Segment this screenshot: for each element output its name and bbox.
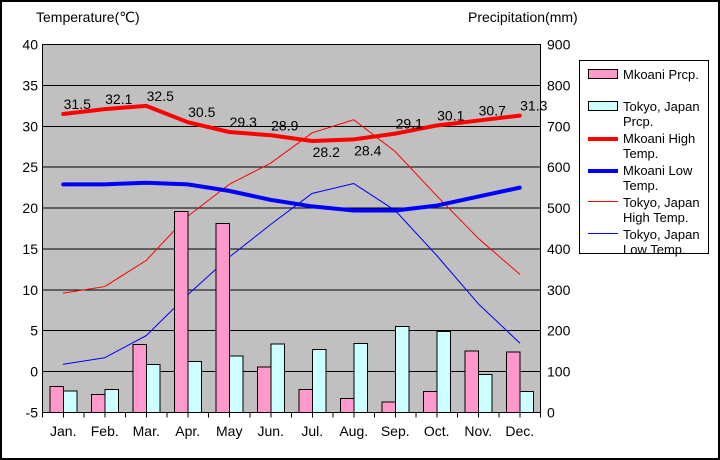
temp-tick-label: 10 xyxy=(22,282,38,298)
legend-swatch-tokyo-high-temp xyxy=(588,201,618,202)
tokyo-prcp-bar-aug xyxy=(353,343,368,413)
precipitation-axis-title: Precipitation(mm) xyxy=(468,9,578,25)
month-label: Mar. xyxy=(133,423,160,439)
mkoani-prcp-bar-may xyxy=(215,223,230,413)
mkoani-prcp-bar-jan xyxy=(49,385,64,414)
high-temp-value-label: 28.2 xyxy=(313,144,340,160)
mkoani-prcp-bar-mar xyxy=(132,344,147,414)
mkoani-prcp-bar-aug xyxy=(339,398,355,414)
month-label: Dec. xyxy=(505,423,534,439)
high-temp-value-label: 30.7 xyxy=(479,103,506,119)
temp-tick-label: -5 xyxy=(26,405,39,421)
month-label: Sep. xyxy=(381,423,410,439)
temp-tick-label: 20 xyxy=(22,200,38,216)
legend-label-tokyo-prcp: Tokyo, Japan Prcp. xyxy=(623,99,704,129)
legend-item-mkoani-low-temp: Mkoani Low Temp. xyxy=(588,163,708,193)
precip-tick-label: 100 xyxy=(547,364,571,380)
tokyo-prcp-bar-mar xyxy=(145,363,161,414)
tokyo-prcp-bar-sep xyxy=(394,326,410,413)
tokyo-prcp-bar-nov xyxy=(477,374,493,413)
legend-label-tokyo-low-temp: Tokyo, Japan Low Temp. xyxy=(623,227,704,257)
precip-tick-label: 400 xyxy=(547,241,571,257)
legend-swatch-mkoani-prcp xyxy=(588,69,618,79)
legend-label-mkoani-high-temp: Mkoani High Temp. xyxy=(623,131,699,161)
tokyo-low-temp-line xyxy=(62,183,521,365)
high-temp-value-label: 30.5 xyxy=(188,104,215,120)
mkoani-prcp-bar-dec xyxy=(505,351,521,413)
tokyo-prcp-bar-may xyxy=(228,355,244,414)
high-temp-value-label: 29.1 xyxy=(396,116,423,132)
temperature-axis-title: Temperature(℃) xyxy=(36,9,140,25)
tokyo-prcp-bar-jul xyxy=(311,349,327,414)
legend-swatch-mkoani-high-temp xyxy=(588,137,618,141)
precip-tick-label: 0 xyxy=(547,405,555,421)
legend-swatch-tokyo-low-temp xyxy=(588,233,618,234)
precip-tick-label: 700 xyxy=(547,118,571,134)
legend-item-tokyo-low-temp: Tokyo, Japan Low Temp. xyxy=(588,227,708,257)
legend-label-mkoani-prcp: Mkoani Prcp. xyxy=(623,67,699,82)
legend-item-mkoani-prcp: Mkoani Prcp. xyxy=(588,67,708,82)
legend-label-tokyo-high-temp: Tokyo, Japan High Temp. xyxy=(623,195,704,225)
tokyo-prcp-bar-dec xyxy=(519,391,534,413)
temp-tick-label: 25 xyxy=(22,159,38,175)
temp-tick-label: 5 xyxy=(30,323,38,339)
month-label: Jan. xyxy=(50,423,76,439)
legend-swatch-mkoani-low-temp xyxy=(588,169,618,173)
high-temp-value-label: 32.5 xyxy=(147,88,174,104)
legend-swatch-tokyo-prcp xyxy=(588,101,618,111)
tokyo-prcp-bar-feb xyxy=(104,389,119,414)
legend-item-mkoani-high-temp: Mkoani High Temp. xyxy=(588,131,708,161)
mkoani-prcp-bar-feb xyxy=(90,394,106,413)
high-temp-value-label: 31.5 xyxy=(64,96,91,112)
month-label: Apr. xyxy=(175,423,200,439)
precip-tick-label: 600 xyxy=(547,159,571,175)
temp-tick-label: 0 xyxy=(30,364,38,380)
precip-tick-label: 900 xyxy=(547,37,571,53)
month-label: Aug. xyxy=(339,423,368,439)
mkoani-high-temp-line xyxy=(61,103,522,143)
month-label: Jul. xyxy=(301,423,323,439)
month-label: Nov. xyxy=(464,423,492,439)
precip-tick-label: 800 xyxy=(547,77,571,93)
legend-item-tokyo-prcp: Tokyo, Japan Prcp. xyxy=(588,99,708,129)
precip-tick-label: 500 xyxy=(547,200,571,216)
legend-label-mkoani-low-temp: Mkoani Low Temp. xyxy=(623,163,696,193)
tokyo-prcp-bar-oct xyxy=(436,331,451,413)
high-temp-value-label: 31.3 xyxy=(520,98,547,114)
month-label: Jun. xyxy=(258,423,284,439)
tokyo-prcp-bar-apr xyxy=(187,361,202,413)
high-temp-value-label: 32.1 xyxy=(105,91,132,107)
month-label: Feb. xyxy=(91,423,119,439)
high-temp-value-label: 29.3 xyxy=(230,114,257,130)
temp-tick-label: 35 xyxy=(22,77,38,93)
high-temp-value-label: 28.9 xyxy=(271,117,298,133)
high-temp-value-label: 30.1 xyxy=(437,107,464,123)
high-temp-value-label: 28.4 xyxy=(354,142,381,158)
tokyo-prcp-bar-jan xyxy=(62,390,78,414)
mkoani-prcp-bar-jun xyxy=(256,366,272,414)
mkoani-prcp-bar-jul xyxy=(298,389,313,414)
legend-item-tokyo-high-temp: Tokyo, Japan High Temp. xyxy=(588,195,708,225)
tokyo-prcp-bar-jun xyxy=(270,343,285,413)
mkoani-prcp-bar-nov xyxy=(464,350,479,413)
month-label: May xyxy=(216,423,242,439)
precip-tick-label: 300 xyxy=(547,282,571,298)
precip-tick-label: 200 xyxy=(547,323,571,339)
legend: Mkoani Prcp. Tokyo, Japan Prcp. Mkoani Hig… xyxy=(579,60,709,257)
mkoani-prcp-bar-oct xyxy=(422,391,438,413)
mkoani-prcp-bar-apr xyxy=(173,210,189,413)
temp-tick-label: 15 xyxy=(22,241,38,257)
temp-tick-label: 40 xyxy=(22,37,38,53)
mkoani-low-temp-line xyxy=(61,180,522,213)
month-label: Oct. xyxy=(424,423,450,439)
temp-tick-label: 30 xyxy=(22,118,38,134)
mkoani-prcp-bar-sep xyxy=(381,401,396,414)
